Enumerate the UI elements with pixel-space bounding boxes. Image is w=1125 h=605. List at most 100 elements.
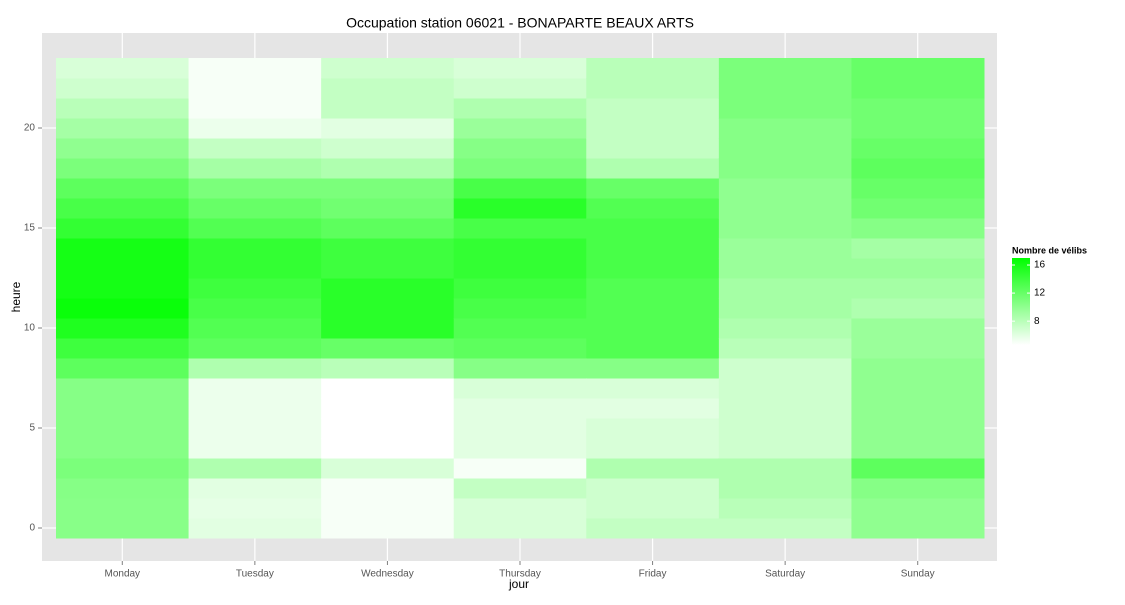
x-axis-label: jour xyxy=(508,577,529,591)
heat-cell xyxy=(188,498,322,519)
heat-cell xyxy=(851,158,985,179)
heat-cell xyxy=(321,298,455,319)
heat-cell xyxy=(56,298,190,319)
heat-cell xyxy=(453,158,587,179)
heat-cell xyxy=(851,338,985,359)
heat-cell xyxy=(851,218,985,239)
heat-cell xyxy=(56,238,190,259)
heat-cell xyxy=(851,498,985,519)
heat-cell xyxy=(586,358,720,379)
heat-cell xyxy=(56,398,190,419)
heat-cell xyxy=(321,118,455,139)
heat-cell xyxy=(851,178,985,199)
heat-cell xyxy=(453,458,587,479)
heat-cell xyxy=(56,478,190,499)
heat-cell xyxy=(188,298,322,319)
legend-tick-label: 16 xyxy=(1034,260,1046,271)
heat-cell xyxy=(453,478,587,499)
legend-tick-label: 12 xyxy=(1034,288,1046,299)
x-tick-label: Saturday xyxy=(765,569,805,580)
heat-cell xyxy=(188,178,322,199)
heat-cell xyxy=(321,98,455,119)
heat-cell xyxy=(56,138,190,159)
chart-title: Occupation station 06021 - BONAPARTE BEA… xyxy=(346,15,694,31)
heat-cell xyxy=(56,518,190,539)
heat-cell xyxy=(56,78,190,99)
x-tick-label: Wednesday xyxy=(361,569,414,580)
heat-cell xyxy=(586,458,720,479)
heat-cell xyxy=(453,438,587,459)
heat-cell xyxy=(851,238,985,259)
heat-cell xyxy=(851,398,985,419)
heat-cell xyxy=(188,218,322,239)
heat-cell xyxy=(453,58,587,79)
heat-cell xyxy=(851,438,985,459)
heat-cell xyxy=(321,318,455,339)
heat-cell xyxy=(321,378,455,399)
heat-cell xyxy=(851,458,985,479)
heat-cell xyxy=(718,378,852,399)
heat-cell xyxy=(188,158,322,179)
heat-cell xyxy=(453,418,587,439)
heat-cell xyxy=(718,78,852,99)
heat-cell xyxy=(453,178,587,199)
heat-cell xyxy=(56,338,190,359)
heat-cell xyxy=(453,198,587,219)
heat-cell xyxy=(321,438,455,459)
heat-cell xyxy=(453,118,587,139)
heat-cell xyxy=(321,518,455,539)
heat-cell xyxy=(586,158,720,179)
heat-cell xyxy=(321,398,455,419)
heat-cell xyxy=(851,518,985,539)
heat-cell xyxy=(56,218,190,239)
heat-cell xyxy=(718,178,852,199)
heat-cell xyxy=(718,58,852,79)
heat-cell xyxy=(718,438,852,459)
heat-cell xyxy=(321,478,455,499)
x-tick-label: Sunday xyxy=(901,569,935,580)
heat-cell xyxy=(851,258,985,279)
heat-cell xyxy=(453,358,587,379)
heat-cell xyxy=(586,238,720,259)
heat-cell xyxy=(56,458,190,479)
heat-cell xyxy=(851,418,985,439)
heat-cell xyxy=(188,78,322,99)
heat-cell xyxy=(453,298,587,319)
legend-colorbar xyxy=(1012,258,1030,345)
heat-cell xyxy=(718,358,852,379)
heat-cell xyxy=(453,238,587,259)
heat-cell xyxy=(453,278,587,299)
heat-cell xyxy=(188,258,322,279)
heat-cell xyxy=(718,218,852,239)
heat-cell xyxy=(56,318,190,339)
heat-cell xyxy=(851,198,985,219)
heat-cell xyxy=(321,198,455,219)
heat-cell xyxy=(851,278,985,299)
heat-cell xyxy=(586,198,720,219)
heat-cell xyxy=(718,418,852,439)
heat-cell xyxy=(851,58,985,79)
heat-cell xyxy=(321,58,455,79)
heat-cell xyxy=(453,498,587,519)
heat-cell xyxy=(586,278,720,299)
heat-cell xyxy=(586,298,720,319)
heat-cell xyxy=(586,98,720,119)
heat-cell xyxy=(851,358,985,379)
heat-cell xyxy=(851,478,985,499)
heat-cell xyxy=(586,498,720,519)
heat-cell xyxy=(56,438,190,459)
heat-cell xyxy=(188,458,322,479)
heat-cell xyxy=(851,318,985,339)
heat-cell xyxy=(718,258,852,279)
heat-cell xyxy=(718,338,852,359)
heat-cell xyxy=(188,58,322,79)
heat-cell xyxy=(586,218,720,239)
heat-cell xyxy=(453,98,587,119)
heat-cell xyxy=(321,278,455,299)
heat-cell xyxy=(188,278,322,299)
heat-cell xyxy=(56,418,190,439)
y-axis-label: heure xyxy=(9,281,23,312)
x-tick-label: Monday xyxy=(104,569,140,580)
heat-cell xyxy=(718,238,852,259)
